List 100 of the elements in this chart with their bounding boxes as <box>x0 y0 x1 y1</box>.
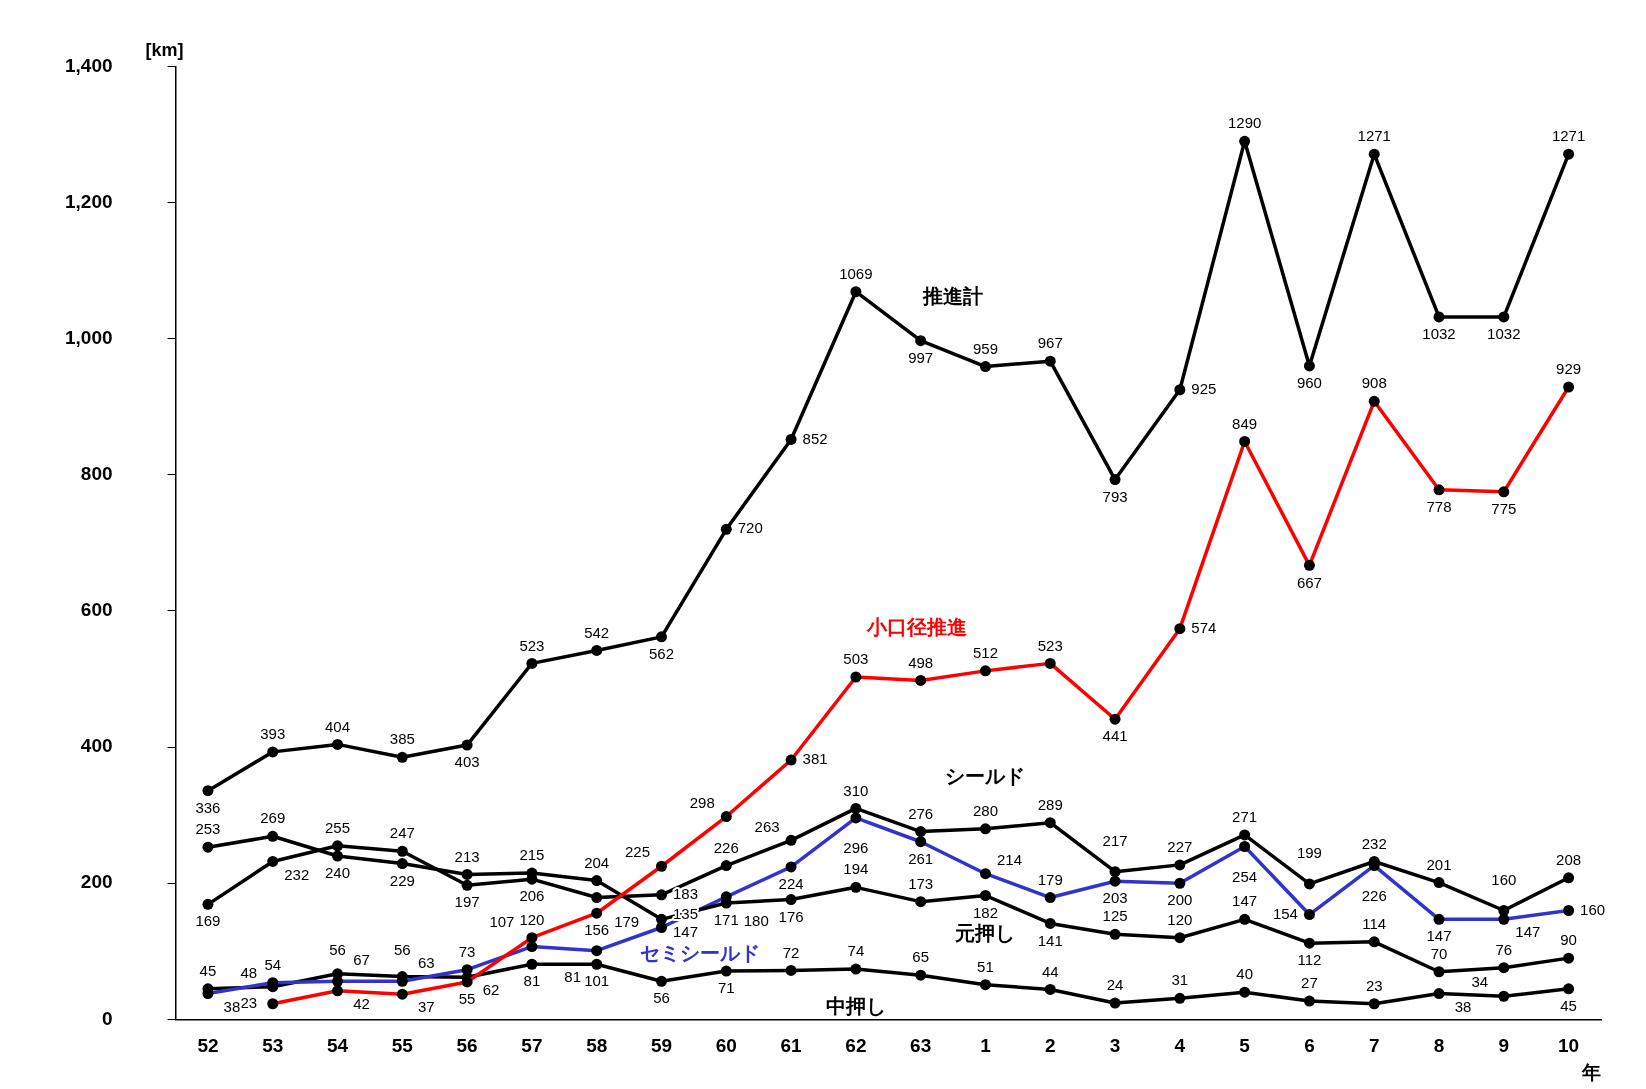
point <box>526 958 538 970</box>
point <box>267 830 279 842</box>
data-label: 141 <box>1037 931 1063 949</box>
point <box>396 858 408 870</box>
data-label: 56 <box>653 989 670 1007</box>
data-label: 200 <box>1167 891 1193 909</box>
series-label: シールド <box>945 765 1026 788</box>
point <box>1174 384 1186 396</box>
data-label: 213 <box>454 847 480 865</box>
data-label: 37 <box>417 998 435 1016</box>
data-label: 51 <box>977 957 994 975</box>
data-label: 393 <box>260 725 286 743</box>
x-tick-label: 58 <box>586 1035 608 1057</box>
data-label: 171 <box>713 911 739 929</box>
y-axis-title: [km] <box>145 40 184 61</box>
data-label: 298 <box>689 793 715 811</box>
x-tick-label: 8 <box>1433 1035 1445 1057</box>
x-tick-label: 3 <box>1109 1035 1121 1057</box>
x-tick-label: 2 <box>1044 1035 1056 1057</box>
x-tick-label: 60 <box>715 1035 737 1057</box>
point <box>396 845 408 857</box>
x-tick-label: 52 <box>197 1035 219 1057</box>
data-label: 179 <box>1037 870 1063 888</box>
x-tick-label: 63 <box>910 1035 932 1057</box>
data-label: 197 <box>454 893 480 911</box>
data-label: 71 <box>717 979 735 997</box>
data-label: 74 <box>847 942 865 960</box>
point <box>1303 878 1315 890</box>
point <box>1368 148 1380 160</box>
data-label: 55 <box>458 990 476 1008</box>
data-label: 1290 <box>1227 114 1262 132</box>
data-label: 240 <box>325 864 351 882</box>
x-tick-label: 53 <box>262 1035 284 1057</box>
data-label: 959 <box>972 339 998 357</box>
data-label: 852 <box>802 429 828 447</box>
point <box>1174 932 1186 944</box>
point <box>332 840 344 852</box>
point <box>850 963 862 975</box>
x-tick-label: 1 <box>980 1035 992 1057</box>
point <box>332 850 344 862</box>
data-label: 160 <box>1580 900 1606 918</box>
data-label: 62 <box>482 981 500 999</box>
data-label: 503 <box>843 650 869 668</box>
point <box>785 433 797 445</box>
data-label: 42 <box>353 994 370 1012</box>
data-label: 147 <box>1426 927 1452 945</box>
data-label: 574 <box>1191 618 1217 636</box>
data-label: 261 <box>908 849 934 867</box>
data-label: 1271 <box>1551 127 1586 145</box>
x-tick-label: 54 <box>326 1035 349 1057</box>
x-tick-label: 55 <box>391 1035 414 1057</box>
point <box>1498 904 1510 916</box>
data-label: 232 <box>1361 834 1387 852</box>
data-label: 203 <box>1102 889 1128 907</box>
data-label: 226 <box>1361 886 1387 904</box>
data-label: 72 <box>782 943 800 961</box>
data-label: 67 <box>353 950 370 968</box>
data-label: 289 <box>1037 795 1063 813</box>
point <box>1239 913 1251 925</box>
point <box>1239 829 1251 841</box>
x-tick-label: 59 <box>650 1035 673 1057</box>
data-label: 65 <box>912 948 930 966</box>
data-label: 44 <box>1041 962 1059 980</box>
data-label: 81 <box>523 972 541 990</box>
data-label: 114 <box>1362 914 1387 932</box>
x-tick-label: 61 <box>780 1035 803 1057</box>
data-label: 199 <box>1296 844 1322 862</box>
data-label: 1032 <box>1422 325 1456 343</box>
point <box>591 644 603 656</box>
data-label: 183 <box>672 884 699 902</box>
data-label: 215 <box>519 846 545 864</box>
data-label: 101 <box>584 971 610 989</box>
point <box>1044 355 1056 367</box>
point <box>1044 983 1056 995</box>
point <box>785 894 797 906</box>
point <box>656 889 667 901</box>
data-label: 381 <box>802 750 828 768</box>
data-label: 73 <box>458 942 476 960</box>
point <box>785 834 797 846</box>
point <box>202 785 214 797</box>
data-label: 263 <box>754 817 780 835</box>
data-label: 173 <box>908 874 934 892</box>
data-label: 54 <box>264 955 282 973</box>
data-label: 720 <box>737 519 763 537</box>
point <box>1498 311 1510 323</box>
data-label: 81 <box>564 968 582 986</box>
data-label: 23 <box>1365 976 1383 994</box>
point <box>1239 986 1251 998</box>
point <box>656 975 667 987</box>
series-label: 推進計 <box>922 285 984 308</box>
data-label: 523 <box>519 636 545 654</box>
y-tick-label: 200 <box>80 871 113 893</box>
point <box>461 868 473 880</box>
series-label: セミシールド <box>640 942 761 965</box>
data-label: 169 <box>195 912 221 930</box>
data-label: 296 <box>843 839 869 857</box>
data-label: 90 <box>1560 931 1577 949</box>
data-label: 925 <box>1191 379 1217 397</box>
data-label: 154 <box>1272 904 1298 922</box>
y-tick-label: 1,400 <box>65 54 113 76</box>
